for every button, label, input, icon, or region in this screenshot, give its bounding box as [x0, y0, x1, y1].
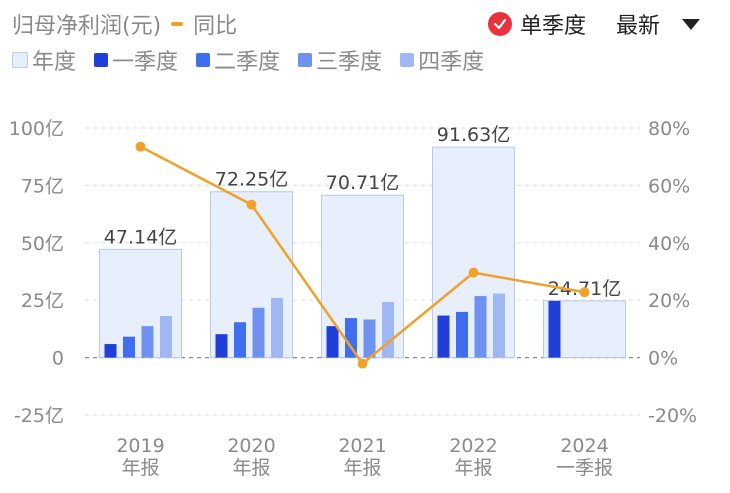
quarter-bar-q3 — [252, 307, 265, 358]
quarter-bar-q4 — [160, 316, 172, 358]
y-tick-label-left: 50亿 — [21, 233, 64, 255]
yoy-point — [468, 267, 479, 278]
y-tick-label-left: 25亿 — [21, 290, 64, 312]
legend-item-q2[interactable]: 二季度 — [196, 44, 280, 76]
quarter-bar-q2 — [345, 318, 357, 358]
x-tick-label-period: 年报 — [232, 457, 270, 479]
x-tick-label-period: 年报 — [121, 457, 159, 479]
annual-value-label: 70.71亿 — [326, 172, 399, 194]
yoy-point — [135, 141, 146, 152]
annual-value-label: 91.63亿 — [437, 124, 510, 146]
y-tick-label-right: 40% — [648, 233, 690, 255]
y-tick-label-left: -25亿 — [14, 405, 64, 427]
q1-swatch-icon — [94, 53, 109, 67]
quarter-bar-q4 — [271, 297, 283, 358]
legend-label: 年度 — [32, 50, 77, 75]
y-tick-label-right: 60% — [648, 175, 690, 197]
series-legend: 年度 一季度 二季度 三季度 四季度 — [12, 44, 496, 76]
annual-bar — [321, 194, 404, 359]
quarter-bar-q4 — [382, 302, 394, 358]
q2-swatch-icon — [196, 53, 211, 67]
y-tick-label-left: 75亿 — [21, 175, 64, 197]
quarter-bar-q2 — [456, 311, 468, 358]
quarter-bar-q1 — [104, 344, 117, 358]
annual-value-label: 24.71亿 — [548, 278, 621, 300]
x-tick-label-year: 2022 — [449, 435, 497, 457]
checkmark-circle-icon[interactable] — [487, 12, 512, 36]
x-tick-label-period: 年报 — [343, 457, 381, 479]
annual-swatch-icon — [12, 52, 28, 68]
quarter-bar-q3 — [141, 326, 154, 358]
quarter-bar-q2 — [234, 322, 246, 358]
legend-label: 一季度 — [112, 50, 179, 75]
quarter-bar-q1 — [326, 326, 339, 358]
x-tick-label-year: 2020 — [227, 435, 275, 457]
yoy-line-swatch-icon — [171, 22, 184, 26]
header-legend: 归母净利润(元) 同比 — [12, 6, 237, 42]
quarter-bar-q1 — [548, 300, 561, 358]
legend-item-q3[interactable]: 三季度 — [298, 44, 382, 76]
annual-value-label: 72.25亿 — [215, 169, 288, 191]
quarter-bar-q4 — [493, 293, 505, 358]
q3-swatch-icon — [298, 53, 313, 67]
header-controls: 单季度 最新 — [487, 6, 700, 42]
quarter-bar-q3 — [474, 296, 487, 358]
sort-dropdown-label[interactable]: 最新 — [615, 14, 660, 39]
yoy-line — [139, 145, 585, 365]
single-quarter-toggle[interactable]: 单季度 — [519, 14, 586, 39]
quarter-bar-q1 — [215, 334, 228, 358]
legend-label: 四季度 — [418, 50, 485, 75]
x-tick-label-year: 2021 — [338, 435, 386, 457]
y-tick-label-right: -20% — [648, 405, 697, 427]
caret-down-icon[interactable] — [682, 18, 700, 30]
annual-bar — [210, 191, 293, 359]
yoy-point — [579, 287, 590, 298]
quarter-bar-q1 — [437, 315, 450, 358]
annual-bar — [99, 248, 182, 359]
legend-item-q1[interactable]: 一季度 — [94, 44, 178, 76]
yoy-point — [246, 199, 257, 210]
metric-label: 归母净利润(元) — [12, 14, 162, 39]
quarter-bar-q3 — [363, 319, 376, 358]
annual-value-label: 47.14亿 — [104, 226, 177, 248]
quarter-bar-q2 — [123, 336, 135, 358]
legend-item-annual[interactable]: 年度 — [12, 44, 76, 76]
legend-label: 三季度 — [316, 50, 383, 75]
x-tick-label-year: 2019 — [116, 435, 164, 457]
x-tick-label-period: 年报 — [454, 457, 492, 479]
y-tick-label-right: 80% — [648, 118, 690, 140]
legend-item-q4[interactable]: 四季度 — [400, 44, 484, 76]
y-tick-label-right: 0% — [648, 348, 678, 370]
x-tick-label-year: 2024 — [560, 435, 608, 457]
y-tick-label-right: 20% — [648, 290, 690, 312]
x-tick-label-period: 一季报 — [556, 457, 613, 479]
yoy-point — [357, 358, 368, 369]
legend-label: 二季度 — [214, 50, 281, 75]
y-tick-label-left: 100亿 — [9, 118, 64, 140]
y-tick-label-left: 0 — [52, 348, 64, 370]
annual-bar — [432, 146, 515, 359]
q4-swatch-icon — [400, 53, 415, 67]
yoy-legend-label: 同比 — [193, 14, 238, 39]
annual-bar — [543, 300, 626, 359]
